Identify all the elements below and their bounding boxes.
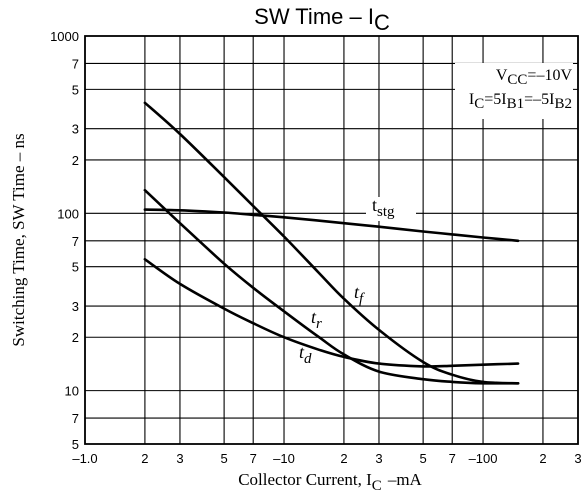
conditions-background	[455, 63, 573, 119]
y-tick-label: 2	[72, 330, 79, 345]
y-tick-label: 7	[72, 234, 79, 249]
series-line-tr	[143, 188, 520, 385]
x-tick-label: –1.0	[72, 451, 97, 466]
series-label-tstg-text: tstg	[372, 195, 395, 220]
y-tick-label: 7	[72, 56, 79, 71]
y-tick-label: 3	[72, 122, 79, 137]
condition-ic: IC=5IB1=–5IB2	[469, 91, 572, 112]
x-tick-label: 3	[375, 451, 382, 466]
series-label-tf: tf	[354, 282, 365, 307]
series-label-td: td	[299, 342, 312, 367]
x-tick-label: 5	[420, 451, 427, 466]
series-label-tr: tr	[311, 307, 322, 332]
series-label-tstg: tstg	[366, 195, 416, 221]
x-tick-label: 7	[250, 451, 257, 466]
y-tick-label: 3	[72, 299, 79, 314]
plot-frame	[84, 35, 579, 445]
x-tick-label: –100	[469, 451, 498, 466]
y-tick-label: 10	[65, 384, 79, 399]
x-tick-label: –10	[273, 451, 295, 466]
y-tick-label: 2	[72, 153, 79, 168]
y-tick-label: 5	[72, 260, 79, 275]
y-tick-label: 7	[72, 411, 79, 426]
y-tick-label: 1000	[50, 29, 79, 44]
x-tick-label: 2	[539, 451, 546, 466]
chart-title: SW Time – IC	[254, 4, 390, 35]
condition-vcc: VCC=–10V	[496, 67, 573, 88]
y-tick-label: 100	[57, 206, 79, 221]
series-line-tstg	[143, 208, 520, 243]
series-line-td	[143, 258, 520, 368]
series-line-tf	[143, 101, 520, 385]
x-axis-label: Collector Current, IC –mA	[238, 470, 422, 494]
x-tick-label: 3	[176, 451, 183, 466]
y-tick-label: 5	[72, 437, 79, 452]
x-tick-labels: –1.0 2 3 5 7 –10 2 3 5 7 –100 2 3	[72, 451, 581, 466]
x-tick-label: 3	[574, 451, 581, 466]
x-tick-label: 2	[340, 451, 347, 466]
series-label-tstg-background	[366, 197, 416, 221]
x-tick-label: 2	[141, 451, 148, 466]
x-tick-label: 7	[449, 451, 456, 466]
y-tick-label: 5	[72, 82, 79, 97]
data-curves	[143, 101, 520, 385]
x-tick-label: 5	[220, 451, 227, 466]
y-tick-labels: 1000 7 5 3 2 100 7 5 3 2 10 7 5	[50, 29, 79, 452]
y-axis-label: Switching Time, SW Time – ns	[9, 133, 28, 346]
